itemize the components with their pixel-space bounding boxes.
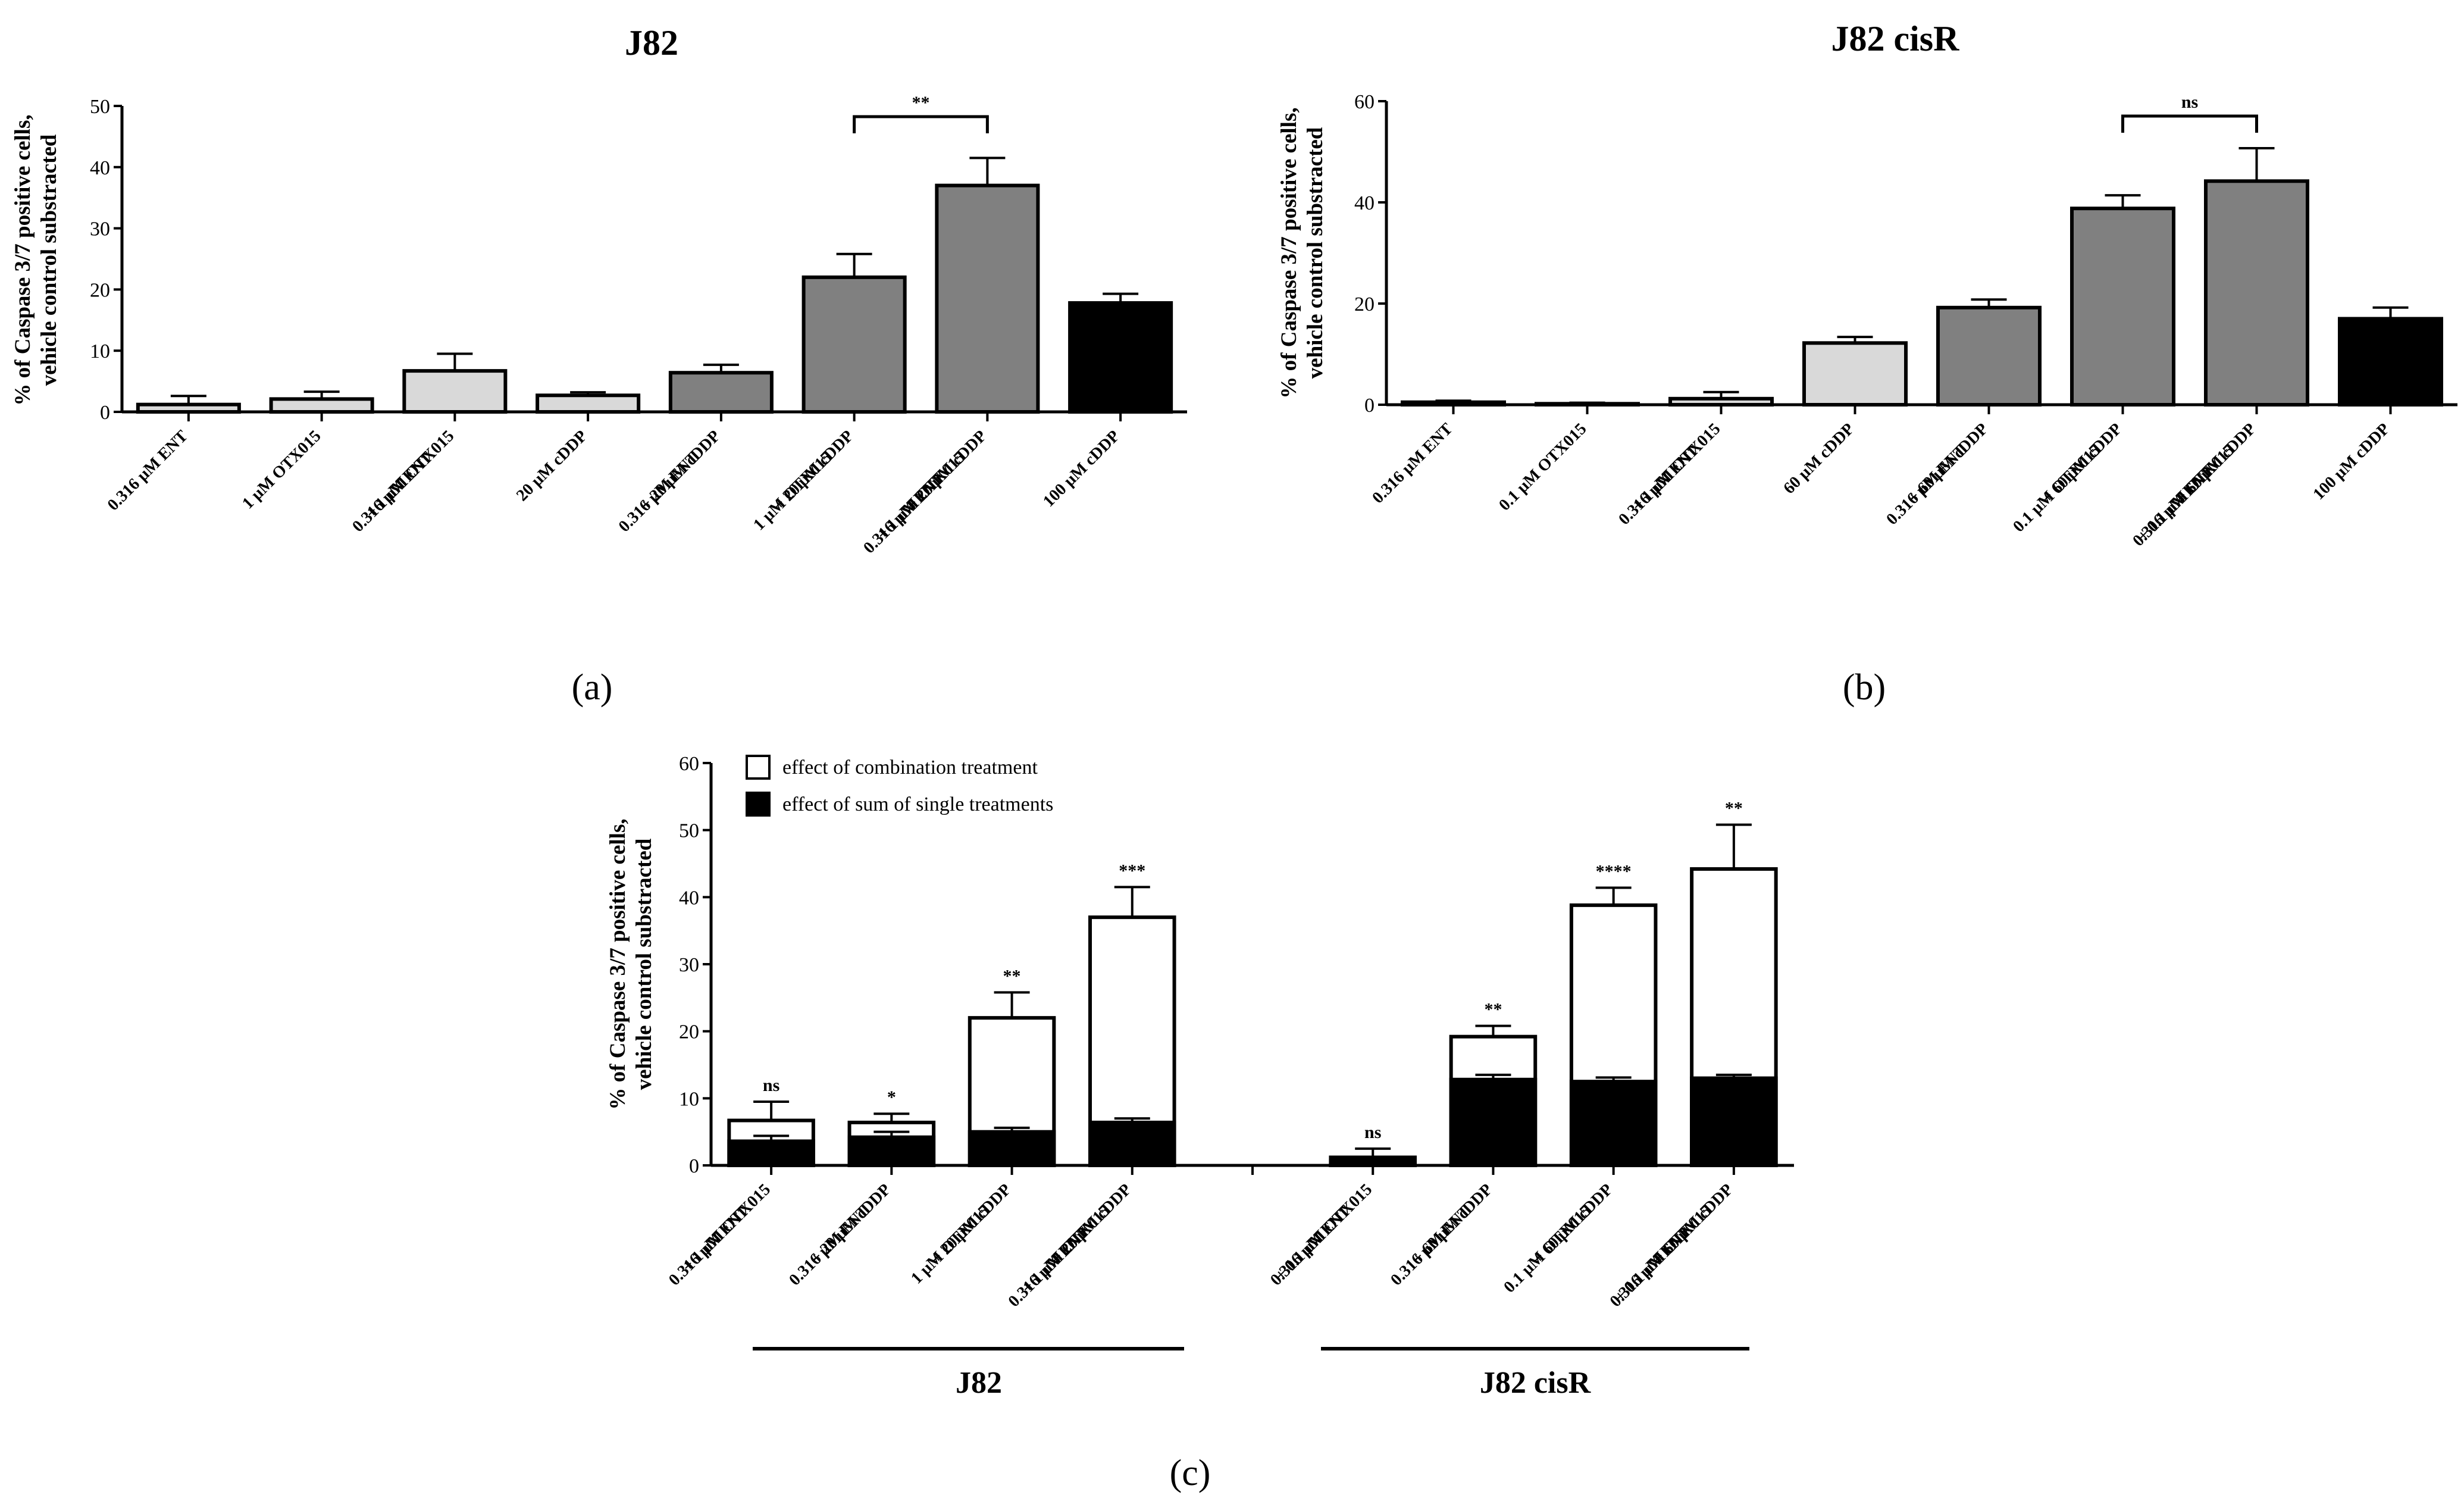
a-bar-1 (269, 397, 374, 414)
ylabel-c-line1: % of Caspase 3/7 positive cells, (606, 818, 630, 1109)
c-sum-bar-6 (1569, 1080, 1658, 1167)
b-xtick-label-7-0: 100 µM cDDP (2309, 420, 2393, 504)
ylabel-b-line1: % of Caspase 3/7 positive cells, (1277, 107, 1301, 398)
c-sum-bar-5 (1449, 1077, 1538, 1167)
c-xtick-label-7-2: + 60 µM cDDP (1649, 1180, 1736, 1268)
a-xtick-label-0-0: 0.316 µM ENT (104, 427, 192, 514)
legend-swatch-sum (746, 792, 771, 817)
c-sig-label-3: *** (1119, 861, 1145, 880)
b-bar-6 (2204, 179, 2309, 407)
b-xtick-label-2-1: + 1 µM OTX015 (1629, 420, 1724, 515)
b-xtick-label-0-0: 0.316 µM ENT (1369, 420, 1456, 507)
c-ytick-label-4: 40 (679, 887, 699, 909)
b-sig-label-0: ns (2181, 92, 2198, 112)
a-xtick-label-4-1: + 20 µM cDDP (636, 427, 724, 514)
group-label-j82: J82 (956, 1366, 1002, 1400)
group-label-j82-cisr: J82 cisR (1480, 1366, 1592, 1400)
a-ytick-label-2: 20 (90, 279, 110, 301)
a-bar-5 (801, 275, 907, 414)
a-ytick-label-1: 10 (90, 340, 110, 362)
chart-a: 0.316 µM ENT 1 µM OTX015 0.316 µM ENT+ 1 µ… (90, 93, 1187, 557)
ylabel-c-line2: vehicle control substracted (632, 838, 656, 1090)
a-sig-bracket-0 (853, 115, 989, 133)
c-sig-label-0: ns (763, 1076, 779, 1095)
chart-b: 0.316 µM ENT 0.1 µM OTX015 0.316 µM ENT+ 1… (1354, 91, 2457, 550)
c-ytick-label-5: 50 (679, 820, 699, 842)
ylabel-a-line2: vehicle control substracted (37, 134, 61, 386)
chart-c: ns0.316 µM ENT+ 1 µM OTX015*0.316 µM ENT… (665, 753, 1794, 1311)
c-ytick-label-0: 0 (689, 1155, 699, 1177)
panel-label-b: (b) (1843, 667, 1886, 708)
legend-label-combination: effect of combination treatment (782, 756, 1038, 779)
a-bar-3 (536, 393, 641, 414)
c-ytick-label-6: 60 (679, 753, 699, 775)
a-ytick-label-4: 40 (90, 157, 110, 179)
b-bar-7 (2338, 317, 2443, 407)
c-sig-label-7: ** (1725, 799, 1743, 818)
b-bar-5 (2070, 207, 2175, 407)
a-bar-4 (668, 371, 774, 414)
b-ytick-label-0: 0 (1364, 395, 1375, 417)
c-sum-bar-7 (1690, 1076, 1778, 1167)
a-ytick-label-5: 50 (90, 96, 110, 118)
b-xtick-label-1-0: 0.1 µM OTX015 (1495, 420, 1590, 514)
panel-label-c: (c) (1170, 1453, 1211, 1493)
c-ytick-label-1: 10 (679, 1088, 699, 1110)
b-xtick-label-5-1: + 60 µM cDDP (2038, 420, 2125, 507)
title-b: J82 cisR (1831, 19, 1960, 58)
b-bar-3 (1802, 341, 1908, 407)
c-xtick-label-2-1: + 20 µM cDDP (927, 1180, 1015, 1268)
a-bar-2 (402, 369, 508, 414)
c-xtick-label-1-1: + 20 µM cDDP (807, 1180, 894, 1268)
b-xtick-label-6-2: + 60 µM cDDP (2172, 420, 2259, 507)
a-xtick-label-5-1: + 20 µM cDDP (769, 427, 857, 514)
b-ytick-label-1: 20 (1354, 293, 1375, 315)
a-xtick-label-1-0: 1 µM OTX015 (239, 427, 324, 512)
c-xtick-label-5-1: + 60 µM cDDP (1408, 1180, 1496, 1268)
a-xtick-label-3-0: 20 µM cDDP (513, 427, 591, 505)
c-sum-bar-0 (727, 1139, 815, 1167)
c-sum-bar-3 (1088, 1120, 1176, 1167)
a-xtick-label-2-1: + 1 µM OTX015 (362, 427, 458, 523)
c-xtick-label-4-1: + 0.1 µM OTX015 (1272, 1180, 1376, 1285)
ylabel-a-line1: % of Caspase 3/7 positive cells, (11, 114, 35, 405)
a-xtick-label-6-2: + 20 µM cDDP (903, 427, 990, 514)
a-sig-label-0: ** (912, 93, 930, 112)
c-ytick-label-3: 30 (679, 954, 699, 976)
title-a: J82 (625, 23, 678, 62)
c-xtick-label-6-1: + 60 µM cDDP (1529, 1180, 1616, 1268)
b-xtick-label-4-1: + 60 µM cDDP (1904, 420, 1992, 507)
c-xtick-label-0-1: + 1 µM OTX015 (678, 1180, 774, 1276)
c-sig-label-5: ** (1484, 1000, 1502, 1020)
legend-label-sum: effect of sum of single treatments (782, 793, 1053, 815)
b-bar-4 (1936, 305, 2042, 407)
a-bar-7 (1068, 301, 1173, 414)
c-xtick-label-3-2: + 20 µM cDDP (1047, 1180, 1135, 1268)
a-ytick-label-3: 30 (90, 218, 110, 240)
c-sig-label-1: * (887, 1087, 896, 1107)
c-sum-bar-1 (847, 1135, 936, 1168)
b-ytick-label-2: 40 (1354, 192, 1375, 214)
a-xtick-label-7-0: 100 µM cDDP (1040, 427, 1123, 511)
c-ytick-label-2: 20 (679, 1021, 699, 1043)
c-sum-bar-2 (968, 1130, 1056, 1167)
ylabel-b-line2: vehicle control substracted (1303, 127, 1328, 379)
b-sig-bracket-0 (2121, 114, 2258, 133)
b-xtick-label-3-0: 60 µM cDDP (1780, 420, 1858, 498)
c-sig-label-6: **** (1596, 862, 1632, 881)
b-ytick-label-3: 60 (1354, 91, 1375, 113)
a-ytick-label-0: 0 (100, 402, 110, 424)
c-sig-label-2: ** (1003, 966, 1021, 986)
a-bar-6 (935, 183, 1040, 414)
panel-label-a: (a) (572, 667, 613, 708)
legend-swatch-combination (746, 755, 771, 780)
c-sig-label-4: ns (1364, 1123, 1381, 1142)
